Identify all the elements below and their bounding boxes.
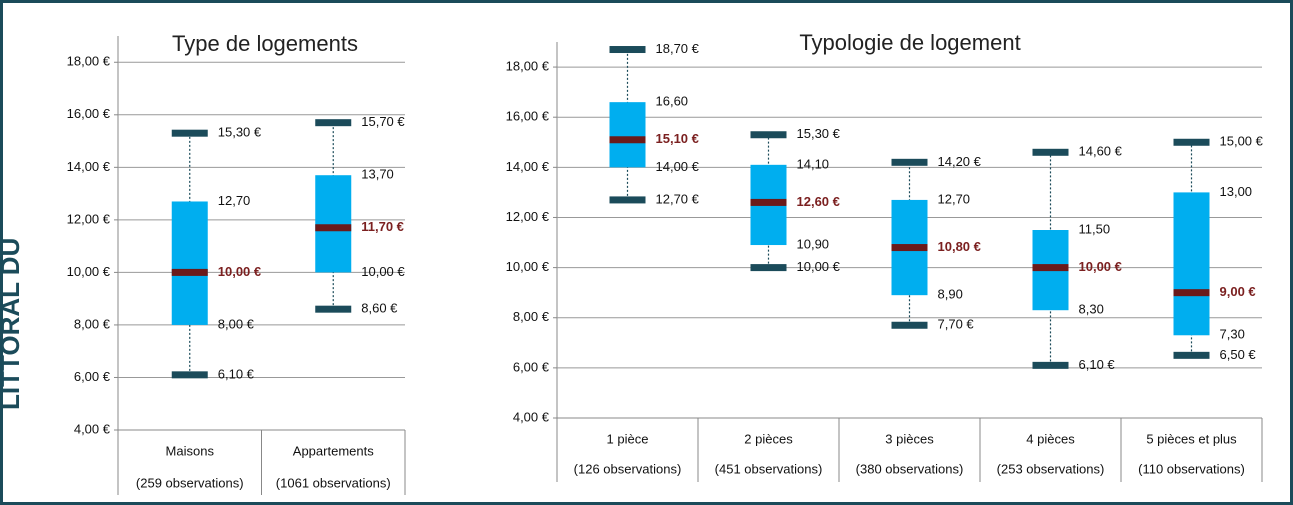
y-tick-label: 6,00 € [513, 359, 550, 374]
value-label: 10,00 € [1079, 259, 1122, 274]
y-tick-label: 16,00 € [506, 109, 550, 124]
box [609, 102, 646, 168]
value-label: 15,30 € [797, 126, 841, 141]
value-label: 16,60 [656, 94, 689, 109]
whisker-cap [750, 264, 787, 272]
y-tick-label: 8,00 € [74, 316, 111, 331]
median [171, 268, 208, 276]
value-label: 7,30 [1220, 327, 1245, 342]
median [1173, 289, 1210, 297]
x-tick-note: (1061 observations) [276, 475, 391, 490]
y-tick-label: 18,00 € [67, 54, 111, 69]
median [609, 136, 646, 144]
value-label: 14,00 € [656, 159, 700, 174]
median [1032, 264, 1069, 272]
whisker-cap [750, 131, 787, 139]
value-label: 8,90 [938, 287, 963, 302]
x-tick-label: 4 pièces [1026, 431, 1075, 446]
chart-title: Type de logements [172, 31, 358, 56]
value-label: 12,70 [938, 191, 971, 206]
value-label: 15,30 € [218, 125, 262, 140]
whisker-cap [1032, 361, 1069, 369]
y-tick-label: 12,00 € [506, 209, 550, 224]
y-tick-label: 16,00 € [67, 106, 111, 121]
value-label: 10,00 € [218, 264, 261, 279]
value-label: 6,50 € [1220, 347, 1257, 362]
box [1173, 192, 1210, 336]
value-label: 14,60 € [1079, 144, 1123, 159]
median [750, 198, 787, 206]
value-label: 12,70 € [656, 191, 700, 206]
box [171, 201, 208, 325]
x-tick-label: Appartements [293, 443, 374, 458]
value-label: 11,50 [1079, 221, 1111, 236]
x-tick-note: (253 observations) [997, 461, 1105, 476]
box [315, 175, 352, 273]
y-tick-label: 18,00 € [506, 59, 550, 74]
value-label: 15,70 € [361, 114, 405, 129]
x-tick-note: (380 observations) [856, 461, 964, 476]
side-label: LITTORAL DU [0, 238, 25, 410]
whisker-cap [891, 321, 928, 329]
value-label: 10,80 € [938, 239, 981, 254]
y-tick-label: 14,00 € [506, 159, 550, 174]
value-label: 14,20 € [938, 154, 982, 169]
value-label: 15,00 € [1220, 134, 1264, 149]
x-tick-label: 2 pièces [744, 431, 793, 446]
whisker-cap [609, 46, 646, 54]
chart-title: Typologie de logement [799, 30, 1020, 55]
value-label: 9,00 € [1220, 284, 1256, 299]
value-label: 12,60 € [797, 194, 840, 209]
whisker-cap [1032, 148, 1069, 156]
value-label: 14,10 [797, 156, 830, 171]
value-label: 11,70 € [361, 219, 404, 234]
x-tick-label: 1 pièce [607, 431, 649, 446]
value-label: 8,60 € [361, 301, 398, 316]
value-label: 10,00 € [361, 264, 405, 279]
value-label: 13,00 [1220, 184, 1253, 199]
whisker-cap [315, 305, 352, 313]
y-tick-label: 8,00 € [513, 309, 550, 324]
x-tick-note: (451 observations) [715, 461, 823, 476]
x-tick-label: 3 pièces [885, 431, 934, 446]
y-tick-label: 4,00 € [513, 409, 550, 424]
x-tick-note: (259 observations) [136, 475, 244, 490]
y-tick-label: 10,00 € [506, 259, 550, 274]
x-tick-note: (126 observations) [574, 461, 682, 476]
median [315, 224, 352, 232]
value-label: 18,70 € [656, 41, 700, 56]
y-tick-label: 10,00 € [67, 264, 111, 279]
value-label: 8,30 [1079, 302, 1104, 317]
value-label: 6,10 € [1079, 357, 1116, 372]
x-tick-note: (110 observations) [1138, 461, 1245, 476]
y-tick-label: 6,00 € [74, 369, 111, 384]
value-label: 12,70 [218, 193, 251, 208]
value-label: 13,70 [361, 167, 394, 182]
whisker-cap [1173, 351, 1210, 359]
whisker-cap [1173, 138, 1210, 146]
x-tick-label: 5 pièces et plus [1146, 431, 1237, 446]
value-label: 7,70 € [938, 317, 975, 332]
value-label: 10,90 [797, 236, 830, 251]
value-label: 6,10 € [218, 366, 255, 381]
value-label: 15,10 € [656, 131, 699, 146]
y-tick-label: 12,00 € [67, 211, 111, 226]
y-tick-label: 4,00 € [74, 421, 111, 436]
median [891, 244, 928, 252]
whisker-cap [171, 371, 208, 379]
whisker-cap [171, 129, 208, 137]
value-label: 8,00 € [218, 316, 255, 331]
whisker-cap [315, 119, 352, 127]
y-tick-label: 14,00 € [67, 159, 111, 174]
value-label: 10,00 € [797, 259, 841, 274]
x-tick-label: Maisons [166, 443, 215, 458]
whisker-cap [891, 158, 928, 166]
whisker-cap [609, 196, 646, 204]
